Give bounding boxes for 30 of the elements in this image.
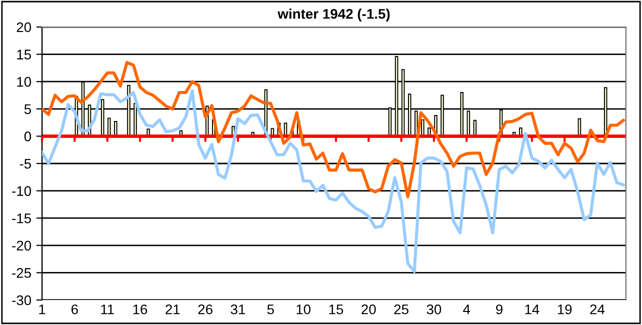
y-tick-label: -5: [20, 158, 31, 169]
x-tick-label: 20: [362, 304, 376, 314]
y-tick-label: -15: [12, 214, 32, 224]
y-tick-label: -30: [12, 295, 32, 306]
chart-title: winter 1942 (-1.5): [278, 8, 390, 22]
y-tick-label: 5: [24, 104, 31, 114]
x-tick-label: 4: [463, 304, 470, 314]
x-tick-label: 11: [101, 304, 114, 314]
x-tick-label: 24: [590, 304, 605, 314]
y-tick-label: -25: [12, 268, 32, 278]
x-tick-label: 30: [426, 304, 442, 314]
y-tick-label: 10: [17, 76, 32, 87]
x-tick-label: 14: [525, 304, 540, 314]
y-tick-label: 0: [24, 132, 32, 142]
y-tick-label: 20: [16, 22, 32, 32]
x-tick-label: 6: [72, 304, 78, 314]
x-tick-label: 26: [198, 304, 212, 314]
x-tick-label: 21: [166, 304, 180, 314]
x-tick-label: 5: [267, 304, 274, 314]
x-tick-label: 16: [133, 304, 148, 314]
x-tick-label: 10: [296, 304, 310, 314]
x-tick-label: 1: [39, 304, 46, 314]
y-tick-label: -10: [12, 186, 32, 196]
x-tick-label: 25: [394, 304, 408, 314]
x-tick-label: 15: [329, 304, 344, 314]
y-tick-label: 15: [17, 50, 32, 60]
x-tick-label: 19: [558, 304, 572, 314]
x-tick-label: 9: [496, 304, 502, 314]
x-tick-label: 31: [230, 304, 246, 314]
y-tick-label: -20: [12, 240, 32, 251]
